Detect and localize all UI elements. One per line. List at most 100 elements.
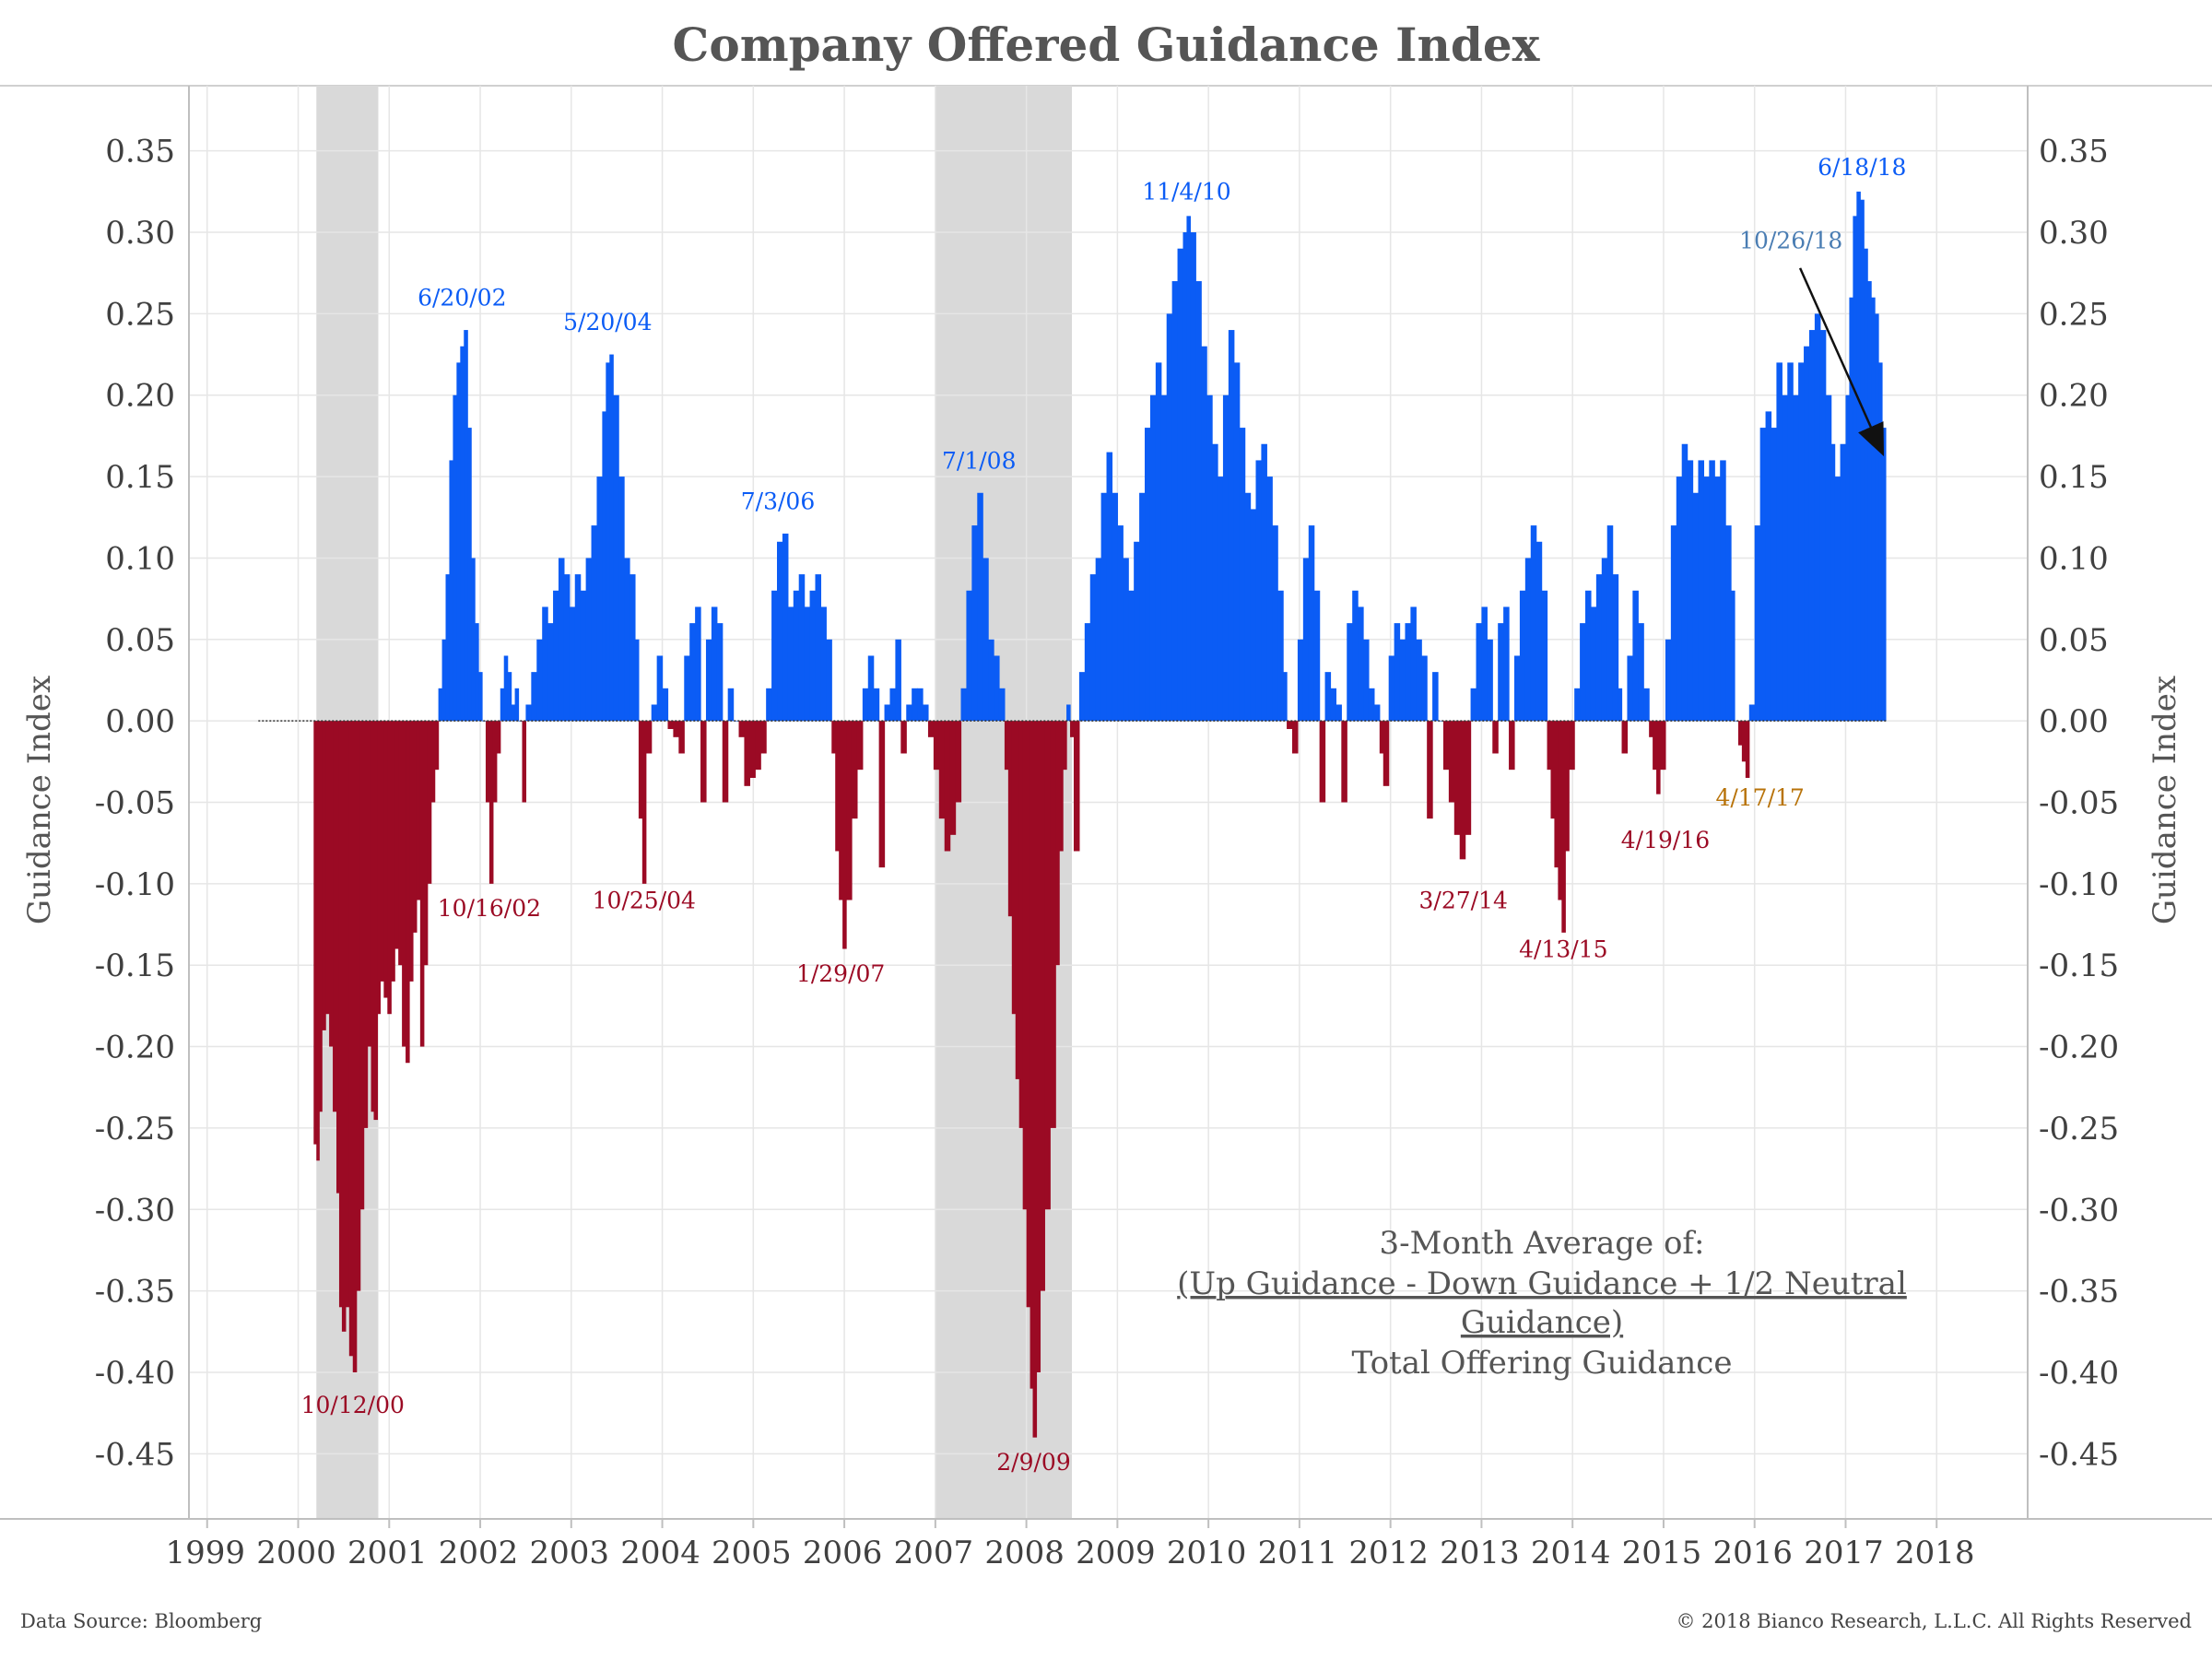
guidance-bar: [733, 721, 740, 722]
guidance-bar: [478, 672, 483, 722]
guidance-bar: [1793, 394, 1799, 722]
guidance-bar: [1373, 704, 1381, 722]
guidance-bar: [1867, 281, 1872, 722]
x-tick-label: 1999: [165, 1535, 245, 1571]
guidance-bar: [1394, 623, 1401, 722]
guidance-bar: [423, 721, 429, 966]
guidance-bar: [596, 477, 603, 722]
guidance-bar: [398, 721, 403, 966]
guidance-bar: [1432, 672, 1439, 722]
guidance-bar: [335, 721, 340, 1194]
guidance-bar: [804, 606, 811, 722]
guidance-bar: [1149, 394, 1157, 722]
guidance-bar: [371, 721, 375, 1112]
guidance-bar: [416, 721, 421, 900]
guidance-bar: [427, 721, 432, 884]
guidance-bar: [1040, 721, 1045, 1291]
guidance-bar: [645, 721, 653, 754]
x-tick-label: 2000: [256, 1535, 336, 1571]
guidance-bar: [1044, 721, 1051, 1210]
guidance-bar: [1308, 525, 1315, 722]
guidance-bar: [1177, 248, 1184, 722]
guidance-bar: [1621, 721, 1629, 754]
guidance-bar: [475, 623, 479, 722]
guidance-bar: [1787, 362, 1794, 722]
guidance-bar: [1347, 623, 1353, 722]
guidance-bar: [438, 688, 443, 722]
guidance-bar: [662, 688, 669, 722]
guidance-bar: [313, 721, 317, 1145]
guidance-bar: [906, 704, 912, 722]
guidance-bar: [348, 721, 354, 1357]
guidance-bar: [441, 639, 447, 722]
y-tick-label-right: 0.00: [2039, 703, 2109, 740]
guidance-bar: [1030, 721, 1034, 1389]
y-tick-label-left: -0.45: [95, 1436, 175, 1473]
guidance-bar: [1782, 394, 1788, 722]
guidance-bar: [1324, 672, 1332, 722]
guidance-bar: [1106, 452, 1113, 722]
guidance-bar: [1186, 216, 1191, 722]
y-tick-label-left: -0.20: [95, 1030, 175, 1066]
guidance-bar: [338, 721, 343, 1308]
guidance-bar: [525, 704, 532, 722]
guidance-bar: [1547, 721, 1552, 771]
guidance-bar: [933, 721, 940, 771]
guidance-bar: [1808, 330, 1816, 722]
guidance-bar: [1856, 191, 1861, 722]
guidance-bar: [409, 721, 414, 982]
y-tick-label-left: -0.25: [95, 1111, 175, 1147]
guidance-bar: [1218, 477, 1224, 722]
guidance-bar: [1283, 672, 1288, 722]
guidance-bar: [1171, 281, 1179, 722]
guidance-bar: [402, 721, 406, 1047]
x-tick-label: 2002: [439, 1535, 519, 1571]
guidance-bar: [684, 655, 690, 722]
guidance-bar: [1084, 623, 1091, 722]
guidance-bar: [1206, 394, 1213, 722]
note-line-4: Total Offering Guidance: [1352, 1345, 1733, 1382]
guidance-bar: [651, 704, 658, 722]
guidance-bar: [884, 704, 891, 722]
annotation-label: 7/3/06: [741, 488, 815, 514]
guidance-bar: [738, 721, 746, 737]
guidance-bar: [1190, 232, 1196, 722]
guidance-bar: [1139, 492, 1146, 722]
guidance-bar: [507, 672, 512, 722]
annotation-label: 4/13/15: [1519, 935, 1607, 962]
guidance-bar: [656, 655, 664, 722]
annotation-label: 6/18/18: [1818, 154, 1906, 181]
guidance-bar: [1182, 232, 1188, 722]
y-tick-label-right: -0.35: [2039, 1274, 2119, 1311]
guidance-bar: [341, 721, 347, 1332]
guidance-bar: [391, 721, 395, 982]
guidance-bar: [1503, 606, 1510, 722]
formula-note: 3-Month Average of: (Up Guidance - Down …: [1177, 1225, 1907, 1382]
guidance-bar: [496, 721, 501, 754]
guidance-bar: [613, 394, 619, 722]
x-tick-label: 2012: [1348, 1535, 1429, 1571]
y-tick-label-left: -0.35: [95, 1274, 175, 1311]
guidance-bar: [1201, 346, 1207, 722]
guidance-bar: [1292, 721, 1299, 754]
note-line-3: Guidance): [1461, 1304, 1623, 1341]
guidance-bar: [1073, 721, 1080, 852]
guidance-bar: [1481, 606, 1488, 722]
guidance-bar: [1878, 362, 1883, 722]
guidance-bar: [1864, 248, 1868, 722]
annotation-label: 1/29/07: [796, 960, 885, 987]
y-tick-label-right: -0.30: [2039, 1192, 2119, 1229]
guidance-bar: [1465, 721, 1472, 835]
guidance-bar: [1341, 721, 1347, 803]
guidance-bar: [809, 590, 817, 722]
guidance-bar: [917, 688, 924, 722]
chart-title: Company Offered Guidance Index: [673, 18, 1541, 72]
guidance-bar: [522, 721, 527, 803]
guidance-bar: [387, 721, 392, 1015]
guidance-bar: [406, 721, 410, 1064]
guidance-bar: [500, 688, 505, 722]
guidance-bar: [1776, 362, 1783, 722]
guidance-bar: [1123, 558, 1129, 722]
guidance-bar: [1492, 721, 1499, 754]
guidance-bar: [1319, 721, 1326, 803]
